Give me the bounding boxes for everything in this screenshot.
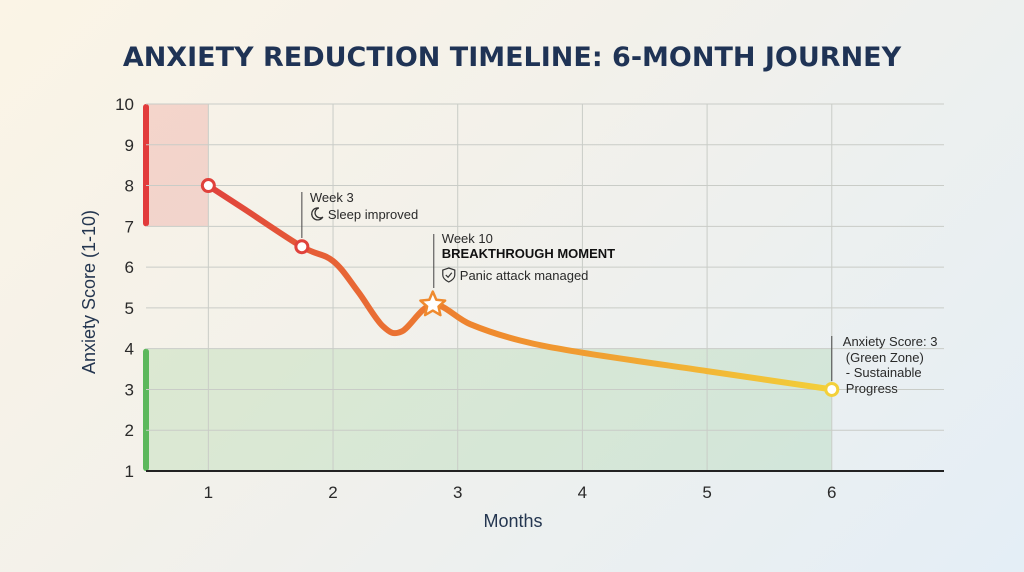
zone-red-area [146,104,209,227]
data-point [294,239,310,255]
data-point-star [419,290,447,317]
moon-icon [311,207,324,221]
zone-green-bar [143,348,149,471]
y-tick-label: 1 [125,462,134,481]
annotation-end-line: - Sustainable [846,365,922,380]
x-tick-label: 3 [453,483,462,502]
y-tick-label: 5 [125,299,134,318]
ticks: 1 2 3 4 5 6 7 8 9 10 1 2 3 4 5 6 [115,95,836,502]
chart-title: ANXIETY REDUCTION TIMELINE: 6-MONTH JOUR… [123,42,902,73]
y-tick-label: 3 [125,380,134,399]
annotation-end-line: Anxiety Score: 3 [843,334,938,349]
y-tick-label: 8 [125,177,134,196]
annotation-week3-title: Week 3 [310,190,354,205]
y-tick-label: 2 [125,421,134,440]
annotation-week10-note: Panic attack managed [460,268,589,283]
y-axis-label: Anxiety Score (1-10) [79,210,99,374]
x-tick-label: 6 [827,483,836,502]
annotation-end-line: (Green Zone) [846,350,924,365]
annotation-end-line: Progress [846,381,899,396]
x-tick-label: 5 [702,483,711,502]
x-tick-label: 2 [328,483,337,502]
shield-shape [442,267,456,283]
zone-red-bar [143,104,149,227]
y-tick-label: 10 [115,95,134,114]
annotations: Week 3 Sleep improved Week 10BREAKTHROUGH … [301,190,938,396]
grid [146,103,944,471]
moon-icon-shape [311,207,324,221]
x-axis-label: Months [483,511,542,531]
y-tick-label: 4 [125,340,134,359]
y-tick-label: 9 [125,136,134,155]
annotation-week10-title: Week 10 [442,231,493,246]
annotation-week3-note: Sleep improved [328,207,418,222]
check-shape [445,272,453,279]
zone-green-area [146,348,832,471]
series [200,178,840,397]
data-point [200,178,216,194]
data-point [824,381,840,397]
y-tick-label: 6 [125,258,134,277]
annotation-week10-headline: BREAKTHROUGH MOMENT [442,246,615,261]
x-tick-label: 4 [578,483,587,502]
shield-check-icon [442,267,456,283]
zones [143,104,832,471]
y-tick-label: 7 [125,217,134,236]
x-tick-label: 1 [204,483,213,502]
